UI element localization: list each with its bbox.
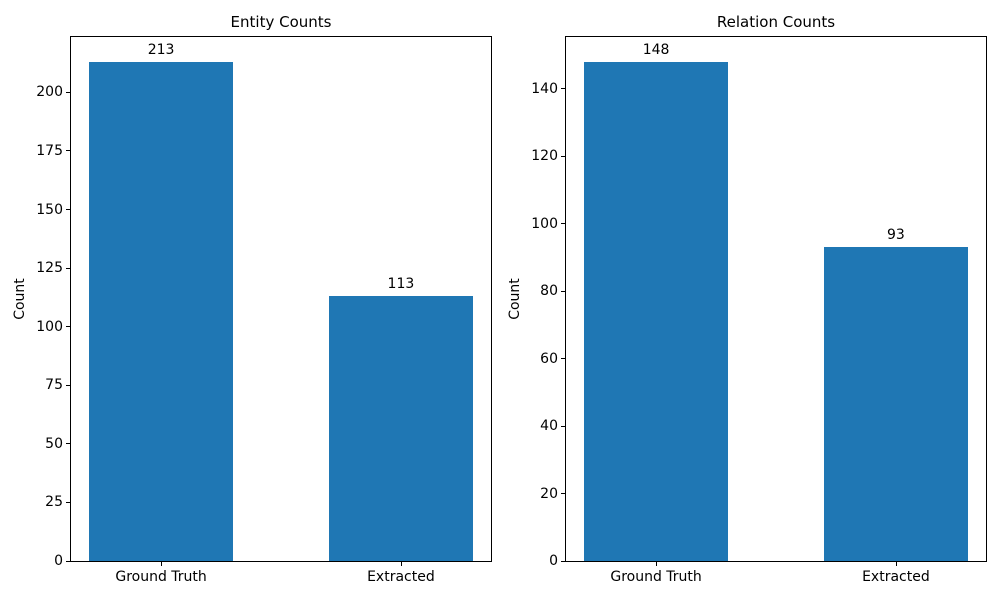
bar-value-label: 148	[642, 41, 670, 58]
y-tick-mark	[66, 267, 70, 269]
bar	[584, 61, 728, 561]
y-tick-mark	[561, 155, 565, 157]
y-tick-label: 80	[540, 283, 558, 300]
y-tick-mark	[66, 209, 70, 211]
y-tick-mark	[66, 384, 70, 386]
y-tick-mark	[561, 425, 565, 427]
y-tick-mark	[66, 443, 70, 445]
y-tick-label: 50	[45, 435, 63, 452]
y-tick-label: 25	[45, 494, 63, 511]
x-tick-label: Extracted	[862, 569, 930, 585]
y-tick-mark	[561, 88, 565, 90]
y-tick-label: 150	[36, 201, 63, 218]
y-tick-label: 125	[36, 260, 63, 277]
y-tick-label: 40	[540, 418, 558, 435]
y-tick-label: 75	[45, 377, 63, 394]
bar-value-label: 93	[886, 227, 905, 244]
x-tick-mark	[400, 562, 402, 566]
y-tick-mark	[561, 223, 565, 225]
y-tick-label: 120	[531, 148, 558, 165]
bar	[89, 61, 233, 561]
bar-value-label: 213	[147, 41, 175, 58]
y-tick-label: 0	[54, 553, 63, 569]
x-tick-mark	[895, 562, 897, 566]
y-tick-label: 175	[36, 142, 63, 159]
bar-value-label: 113	[387, 276, 415, 293]
bar	[824, 247, 968, 561]
x-tick-label: Extracted	[367, 569, 435, 585]
chart-title: Relation Counts	[716, 13, 836, 31]
y-tick-mark	[561, 358, 565, 360]
bar	[329, 296, 473, 561]
y-tick-label: 140	[531, 80, 558, 97]
y-tick-label: 60	[540, 350, 558, 367]
x-tick-label: Ground Truth	[115, 569, 207, 585]
y-tick-mark	[66, 91, 70, 93]
y-tick-label: 200	[36, 84, 63, 101]
y-tick-mark	[66, 560, 70, 562]
y-tick-label: 0	[549, 553, 558, 569]
y-tick-mark	[561, 290, 565, 292]
y-tick-mark	[66, 501, 70, 503]
y-tick-label: 100	[531, 215, 558, 232]
y-tick-label: 20	[540, 485, 558, 502]
x-tick-label: Ground Truth	[610, 569, 702, 585]
x-tick-mark	[656, 562, 658, 566]
y-tick-mark	[66, 326, 70, 328]
y-tick-mark	[561, 493, 565, 495]
chart-title: Entity Counts	[230, 13, 332, 31]
y-tick-label: 100	[36, 318, 63, 335]
y-tick-mark	[561, 560, 565, 562]
y-axis-label: Count	[12, 278, 28, 320]
x-tick-mark	[161, 562, 163, 566]
y-tick-mark	[66, 150, 70, 152]
